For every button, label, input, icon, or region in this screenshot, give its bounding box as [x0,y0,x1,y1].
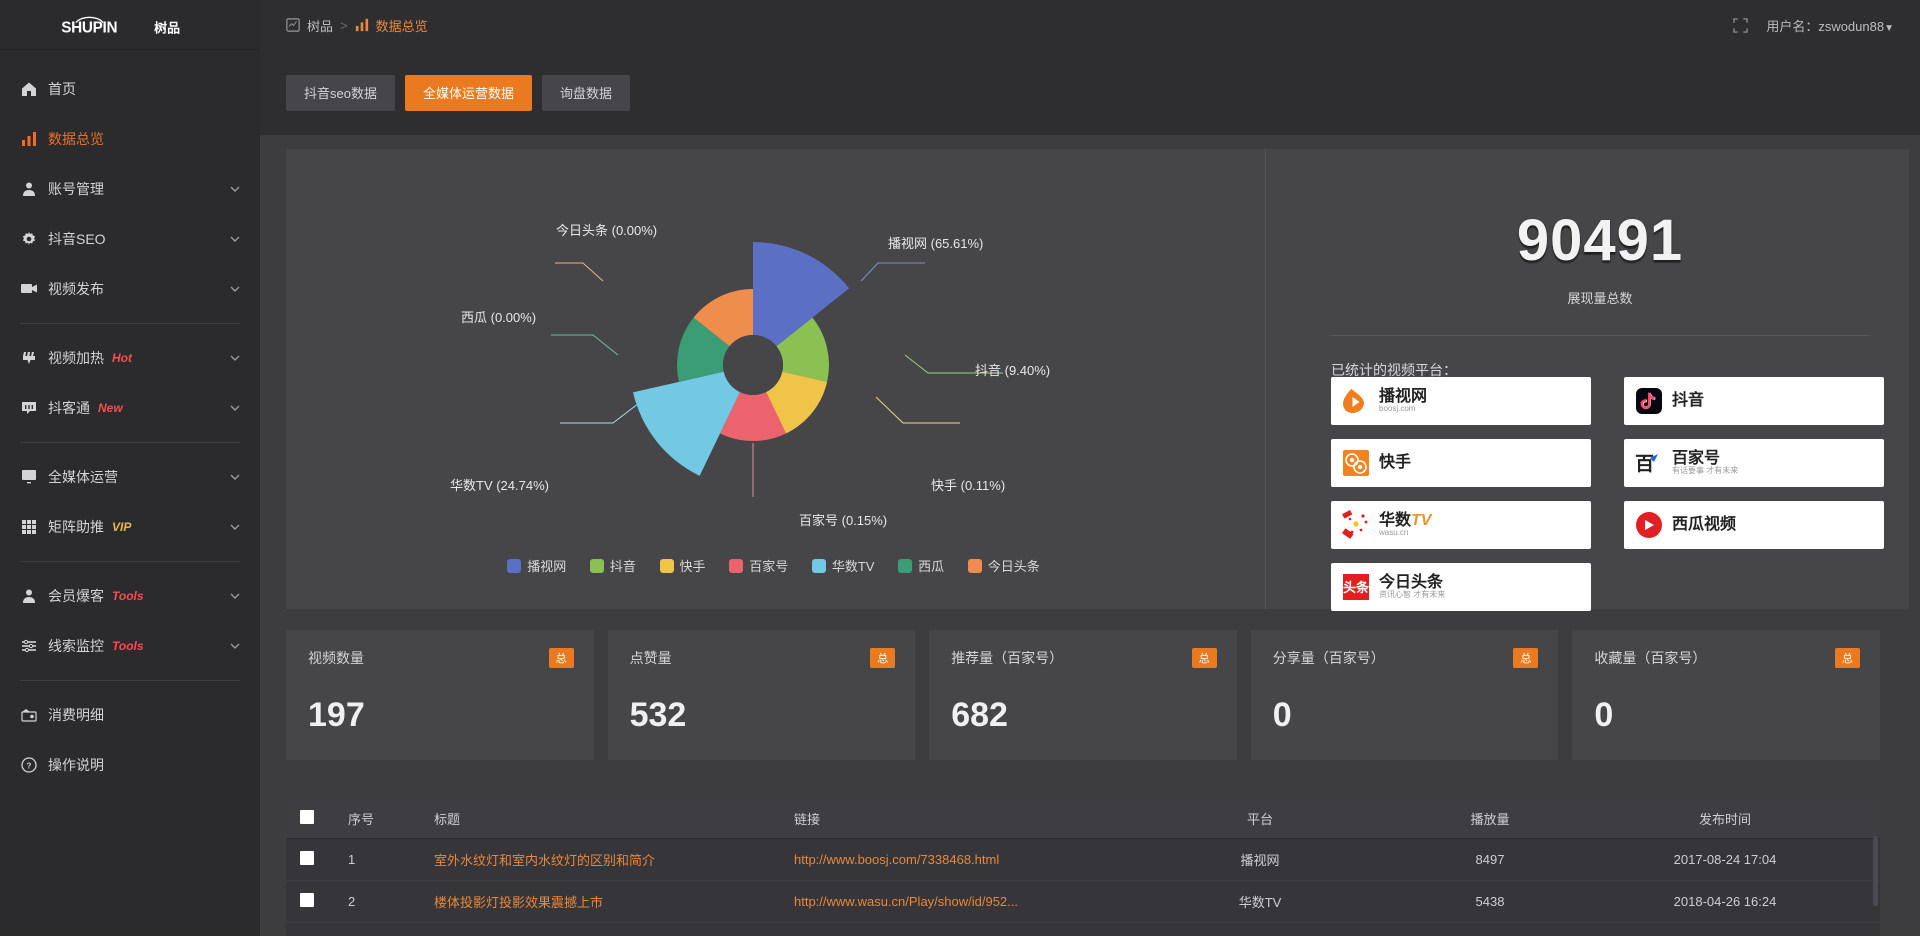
svg-text:树品: 树品 [154,20,180,34]
svg-text:?: ? [27,762,32,771]
svg-text:SHUPIN: SHUPIN [61,19,117,34]
svg-text:百: 百 [1635,454,1654,475]
svg-text:头条: 头条 [1343,580,1370,595]
